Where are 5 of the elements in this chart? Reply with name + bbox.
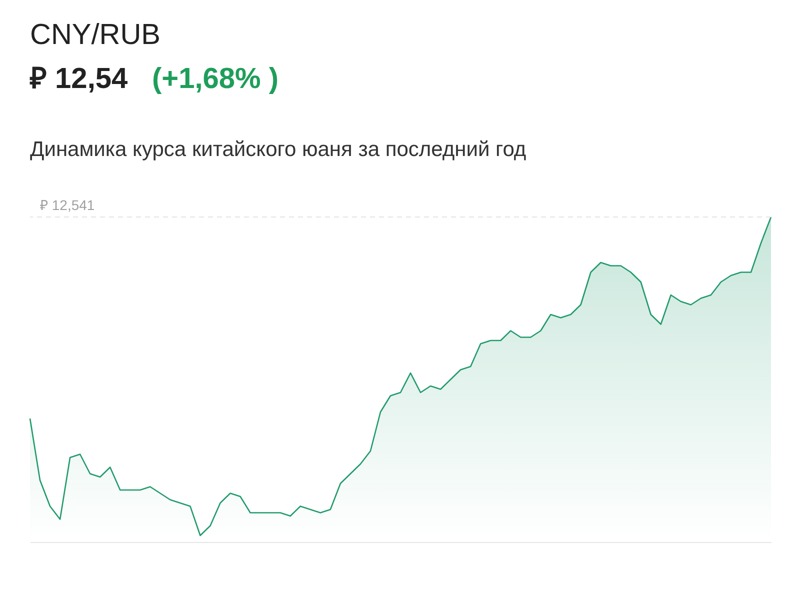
text: (+1,68% ) <box>152 63 279 95</box>
ref-line-label: ₽ 12,541 <box>40 197 95 213</box>
chart-title: CNY/RUB <box>30 19 161 51</box>
chart-subtitle: ₽ 12,54 <box>29 63 128 95</box>
text: Динамика курса китайского юаня за последний год <box>30 138 526 161</box>
